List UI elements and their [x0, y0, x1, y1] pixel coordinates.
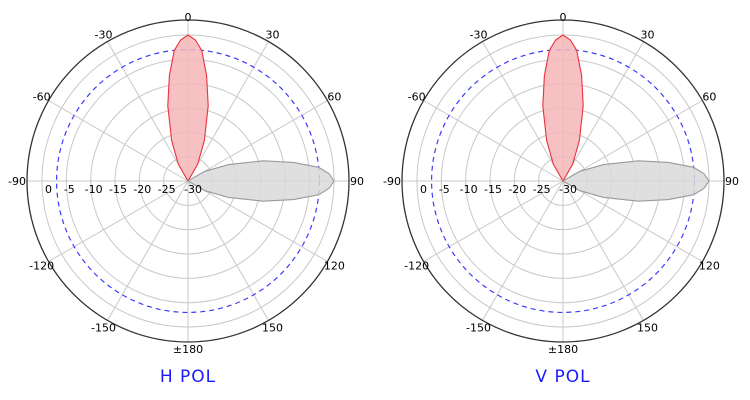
angle-tick-label: -150 — [91, 321, 116, 334]
radial-tick-label: -20 — [133, 183, 151, 196]
grid-spoke — [107, 180, 189, 321]
grid-spoke — [423, 180, 564, 262]
grid-spoke — [107, 41, 189, 182]
grid-spoke — [48, 100, 189, 182]
angle-tick-label: 0 — [185, 11, 192, 24]
angle-tick-label: 60 — [327, 91, 341, 104]
grid-spoke — [187, 41, 269, 182]
angle-tick-label: ±180 — [548, 343, 578, 356]
radial-tick-label: -25 — [533, 183, 551, 196]
grid-spoke — [187, 180, 328, 262]
radial-tick-label: -10 — [460, 183, 478, 196]
radial-tick-label: 0 — [45, 183, 52, 196]
radial-tick-label: -5 — [439, 183, 450, 196]
angle-tick-label: 120 — [699, 260, 720, 273]
outer-border — [401, 19, 725, 343]
angle-tick-label: -90 — [8, 175, 26, 188]
grid-spoke — [48, 180, 189, 262]
angle-tick-label: 0 — [560, 11, 567, 24]
pattern-series-0 — [542, 34, 584, 183]
grid-spoke — [562, 180, 644, 321]
angle-tick-label: -150 — [466, 321, 491, 334]
radial-tick-label: -15 — [109, 183, 127, 196]
angle-tick-label: -60 — [408, 91, 426, 104]
angle-tick-label: ±180 — [173, 343, 203, 356]
angle-tick-label: -60 — [33, 91, 51, 104]
h-pol-chart: 0 30 60 90 120 150 ±180 -150 -120 -90 -60 -30 0 -5 -10… — [8, 11, 364, 387]
pattern-series-0 — [167, 34, 209, 183]
radial-tick-label: -25 — [158, 183, 176, 196]
grid-spoke — [423, 100, 564, 182]
angle-tick-label: 30 — [266, 29, 280, 42]
angle-tick-label: 120 — [324, 260, 345, 273]
angle-tick-label: -90 — [383, 175, 401, 188]
radial-tick-label: -30 — [184, 183, 202, 196]
grid-spoke — [562, 180, 703, 262]
chart-title: V POL — [535, 367, 590, 387]
radial-tick-label: -30 — [559, 183, 577, 196]
v-pol-chart: 0 30 60 90 120 150 ±180 -150 -120 -90 -60 -30 0 -5 -10… — [383, 11, 739, 387]
angle-tick-label: 90 — [725, 175, 739, 188]
angle-tick-label: 60 — [702, 91, 716, 104]
angle-tick-label: 150 — [637, 321, 658, 334]
angle-tick-label: -120 — [404, 260, 429, 273]
pattern-series-1 — [561, 160, 710, 202]
pattern-series-1 — [186, 160, 335, 202]
radial-tick-label: 0 — [420, 183, 427, 196]
chart-title: H POL — [160, 367, 216, 387]
angle-tick-label: -30 — [95, 29, 113, 42]
outer-border — [26, 19, 350, 343]
grid-spoke — [482, 180, 564, 321]
radial-tick-label: -15 — [484, 183, 502, 196]
radial-tick-label: -5 — [64, 183, 75, 196]
angle-tick-label: 150 — [262, 321, 283, 334]
radial-tick-label: -10 — [85, 183, 103, 196]
grid-spoke — [562, 100, 703, 182]
angle-tick-label: 90 — [350, 175, 364, 188]
radial-tick-label: -20 — [508, 183, 526, 196]
grid-spoke — [562, 41, 644, 182]
grid-spoke — [482, 41, 564, 182]
angle-tick-label: 30 — [641, 29, 655, 42]
angle-tick-label: -30 — [470, 29, 488, 42]
grid-spoke — [187, 100, 328, 182]
grid-spoke — [187, 180, 269, 321]
angle-tick-label: -120 — [29, 260, 54, 273]
